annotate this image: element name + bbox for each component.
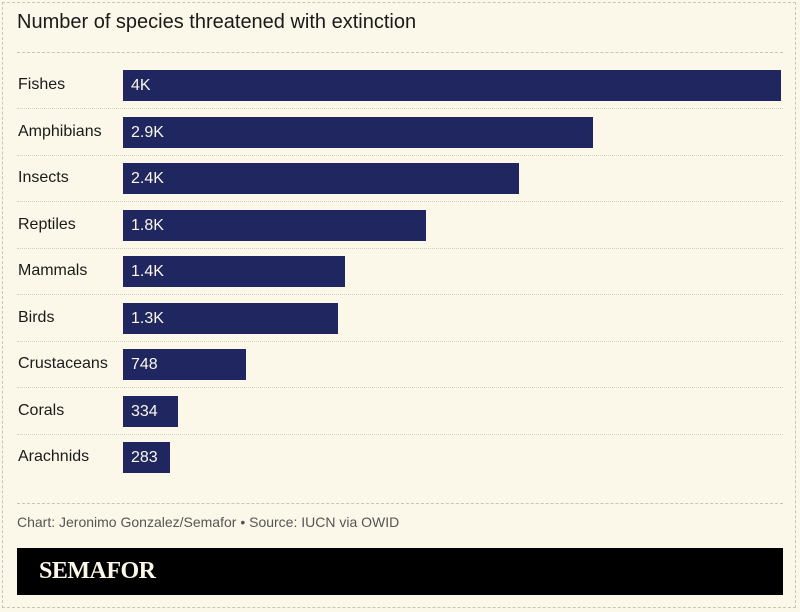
data-label: 2.4K [131,170,164,187]
row-separator [17,294,783,295]
row-separator [17,108,783,109]
bar-corals [123,395,178,427]
divider [17,52,783,53]
category-label: Reptiles [18,215,76,233]
data-label: 283 [131,449,158,466]
category-label: Arachnids [18,448,90,465]
category-label: Mammals [18,262,88,279]
chart-title: Number of species threatened with extinc… [17,11,417,33]
category-label: Corals [18,401,65,419]
data-label: 748 [131,356,158,373]
bar-arachnids [123,442,170,473]
source-note: Chart: Jeronimo Gonzalez/Semafor • Sourc… [17,514,400,530]
bar-crustaceans [123,349,247,380]
row-separator [17,201,783,202]
category-label: Fishes [18,76,66,93]
row-separator [17,340,783,342]
row-separator [17,433,783,435]
data-label: 4K [131,77,151,94]
data-label: 334 [131,402,158,420]
data-label: 1.3K [131,309,164,327]
bar-birds [123,302,339,334]
bar-insects [123,163,520,194]
bar-reptiles [123,209,426,241]
category-label: Amphibians [18,122,102,140]
brand-bar: SEMAFOR [17,548,783,595]
row-separator [17,247,783,249]
row-separator [17,154,783,156]
data-label: 1.4K [131,263,164,280]
semafor-logo: SEMAFOR [39,558,156,584]
data-label: 1.8K [131,216,164,234]
bar-amphibians [123,116,594,148]
data-label: 2.9K [131,123,164,141]
category-label: Birds [18,308,55,326]
category-label: Insects [18,169,69,186]
bar-fishes [123,70,781,101]
divider [17,503,783,504]
row-separator [17,387,783,388]
bar-mammals [123,256,346,287]
category-label: Crustaceans [18,355,108,372]
